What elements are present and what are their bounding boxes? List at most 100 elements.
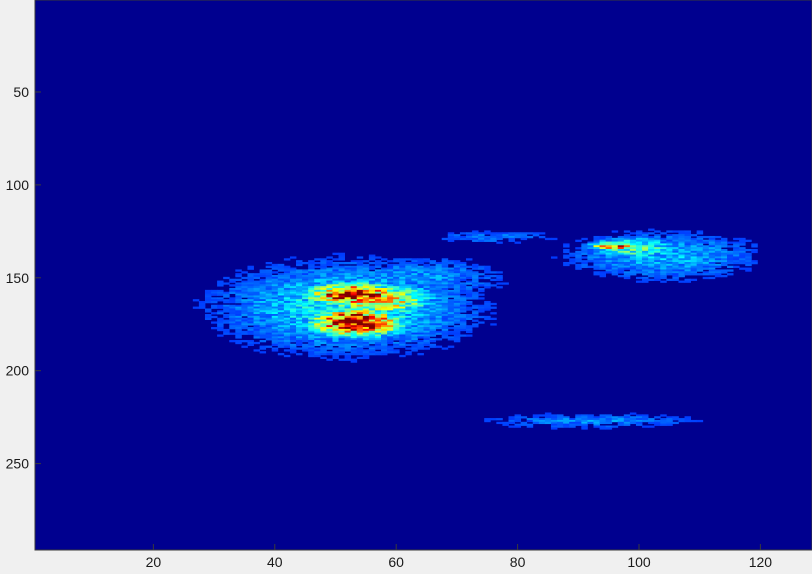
heatmap-cell — [447, 330, 455, 333]
heatmap-cell — [241, 304, 248, 307]
heatmap-cell — [320, 282, 327, 285]
heatmap-cell — [332, 349, 339, 352]
heatmap-cell — [247, 321, 254, 324]
heatmap-cell — [672, 260, 679, 263]
heatmap-cell — [308, 293, 315, 296]
heatmap-cell — [654, 243, 661, 246]
heatmap-cell — [435, 295, 443, 298]
heatmap-cell — [344, 319, 352, 322]
heatmap-cell — [508, 416, 515, 419]
heatmap-cell — [399, 354, 406, 358]
heatmap-cell — [490, 306, 497, 309]
heatmap-cell — [660, 269, 667, 272]
heatmap-cell — [320, 302, 327, 306]
heatmap-cell — [544, 416, 552, 419]
heatmap-cell — [587, 245, 594, 248]
heatmap-cell — [575, 414, 582, 417]
heatmap-cell — [271, 295, 279, 298]
heatmap-cell — [302, 347, 309, 350]
heatmap-cell — [684, 230, 691, 233]
heatmap-cell — [393, 341, 400, 345]
heatmap-cell — [447, 299, 455, 302]
heatmap-cell — [320, 275, 327, 278]
heatmap-cell — [441, 278, 449, 281]
heatmap-cell — [623, 256, 631, 259]
heatmap-cell — [441, 319, 449, 322]
heatmap-cell — [235, 273, 242, 276]
heatmap-cell — [368, 261, 376, 265]
heatmap-cell — [654, 239, 661, 242]
heatmap-cell — [381, 304, 388, 307]
heatmap-cell — [465, 286, 473, 289]
heatmap-cell — [368, 319, 376, 322]
heatmap-cell — [550, 423, 558, 426]
heatmap-cell — [277, 263, 285, 267]
heatmap-cell — [387, 299, 394, 302]
heatmap-cell — [277, 286, 285, 289]
heatmap-cell — [690, 273, 698, 276]
heatmap-cell — [441, 295, 449, 298]
heatmap-cell — [441, 280, 449, 283]
heatmap-cell — [696, 261, 704, 265]
heatmap-cell — [472, 263, 479, 267]
heatmap-cell — [629, 243, 637, 246]
heatmap-cell — [381, 353, 388, 356]
heatmap-cell — [702, 260, 710, 263]
heatmap-cell — [350, 291, 358, 294]
heatmap-cell — [320, 349, 327, 352]
heatmap-cell — [362, 310, 370, 313]
heatmap-cell — [229, 299, 236, 302]
heatmap-cell — [283, 332, 291, 335]
heatmap-cell — [623, 273, 631, 276]
heatmap-cell — [265, 330, 273, 333]
heatmap-cell — [271, 302, 279, 306]
heatmap-cell — [277, 288, 285, 291]
heatmap-cell — [435, 293, 443, 296]
heatmap-cell — [569, 261, 576, 265]
heatmap-cell — [727, 269, 734, 272]
heatmap-cell — [356, 334, 364, 337]
heatmap-cell — [271, 293, 279, 296]
heatmap-cell — [684, 235, 691, 239]
heatmap-cell — [283, 269, 291, 272]
heatmap-cell — [381, 291, 388, 294]
heatmap-cell — [381, 347, 388, 350]
heatmap-cell — [684, 419, 691, 423]
heatmap-cell — [435, 261, 443, 265]
heatmap-cell — [320, 321, 327, 324]
heatmap-cell — [271, 304, 279, 307]
heatmap-cell — [265, 299, 273, 302]
heatmap-cell — [259, 286, 267, 289]
heatmap-cell — [338, 258, 345, 261]
heatmap-cell — [599, 273, 607, 276]
heatmap-cell — [654, 271, 661, 274]
heatmap-cell — [605, 269, 613, 272]
heatmap-cell — [417, 265, 424, 268]
heatmap-cell — [338, 288, 345, 291]
heatmap-cell — [405, 338, 412, 341]
heatmap-cell — [356, 330, 364, 333]
heatmap-cell — [648, 243, 655, 246]
heatmap-cell — [332, 310, 339, 313]
heatmap-cell — [465, 301, 473, 304]
heatmap-cell — [453, 330, 461, 333]
heatmap-cell — [447, 239, 455, 242]
heatmap-cell — [374, 261, 382, 265]
heatmap-cell — [629, 267, 637, 270]
heatmap-cell — [399, 261, 406, 265]
heatmap-cell — [587, 260, 594, 263]
heatmap-cell — [696, 254, 704, 257]
heatmap-cell — [259, 306, 267, 309]
heatmap-cell — [393, 280, 400, 283]
heatmap-cell — [459, 278, 467, 281]
heatmap-cell — [308, 291, 315, 294]
heatmap-cell — [302, 261, 309, 265]
heatmap-cell — [253, 301, 260, 304]
heatmap-cell — [338, 332, 345, 335]
heatmap-cell — [605, 418, 613, 421]
x-tick-label: 80 — [510, 554, 526, 570]
heatmap-cell — [569, 260, 576, 263]
heatmap-cell — [708, 256, 716, 259]
heatmap-cell — [739, 258, 746, 261]
heatmap-cell — [405, 276, 412, 280]
